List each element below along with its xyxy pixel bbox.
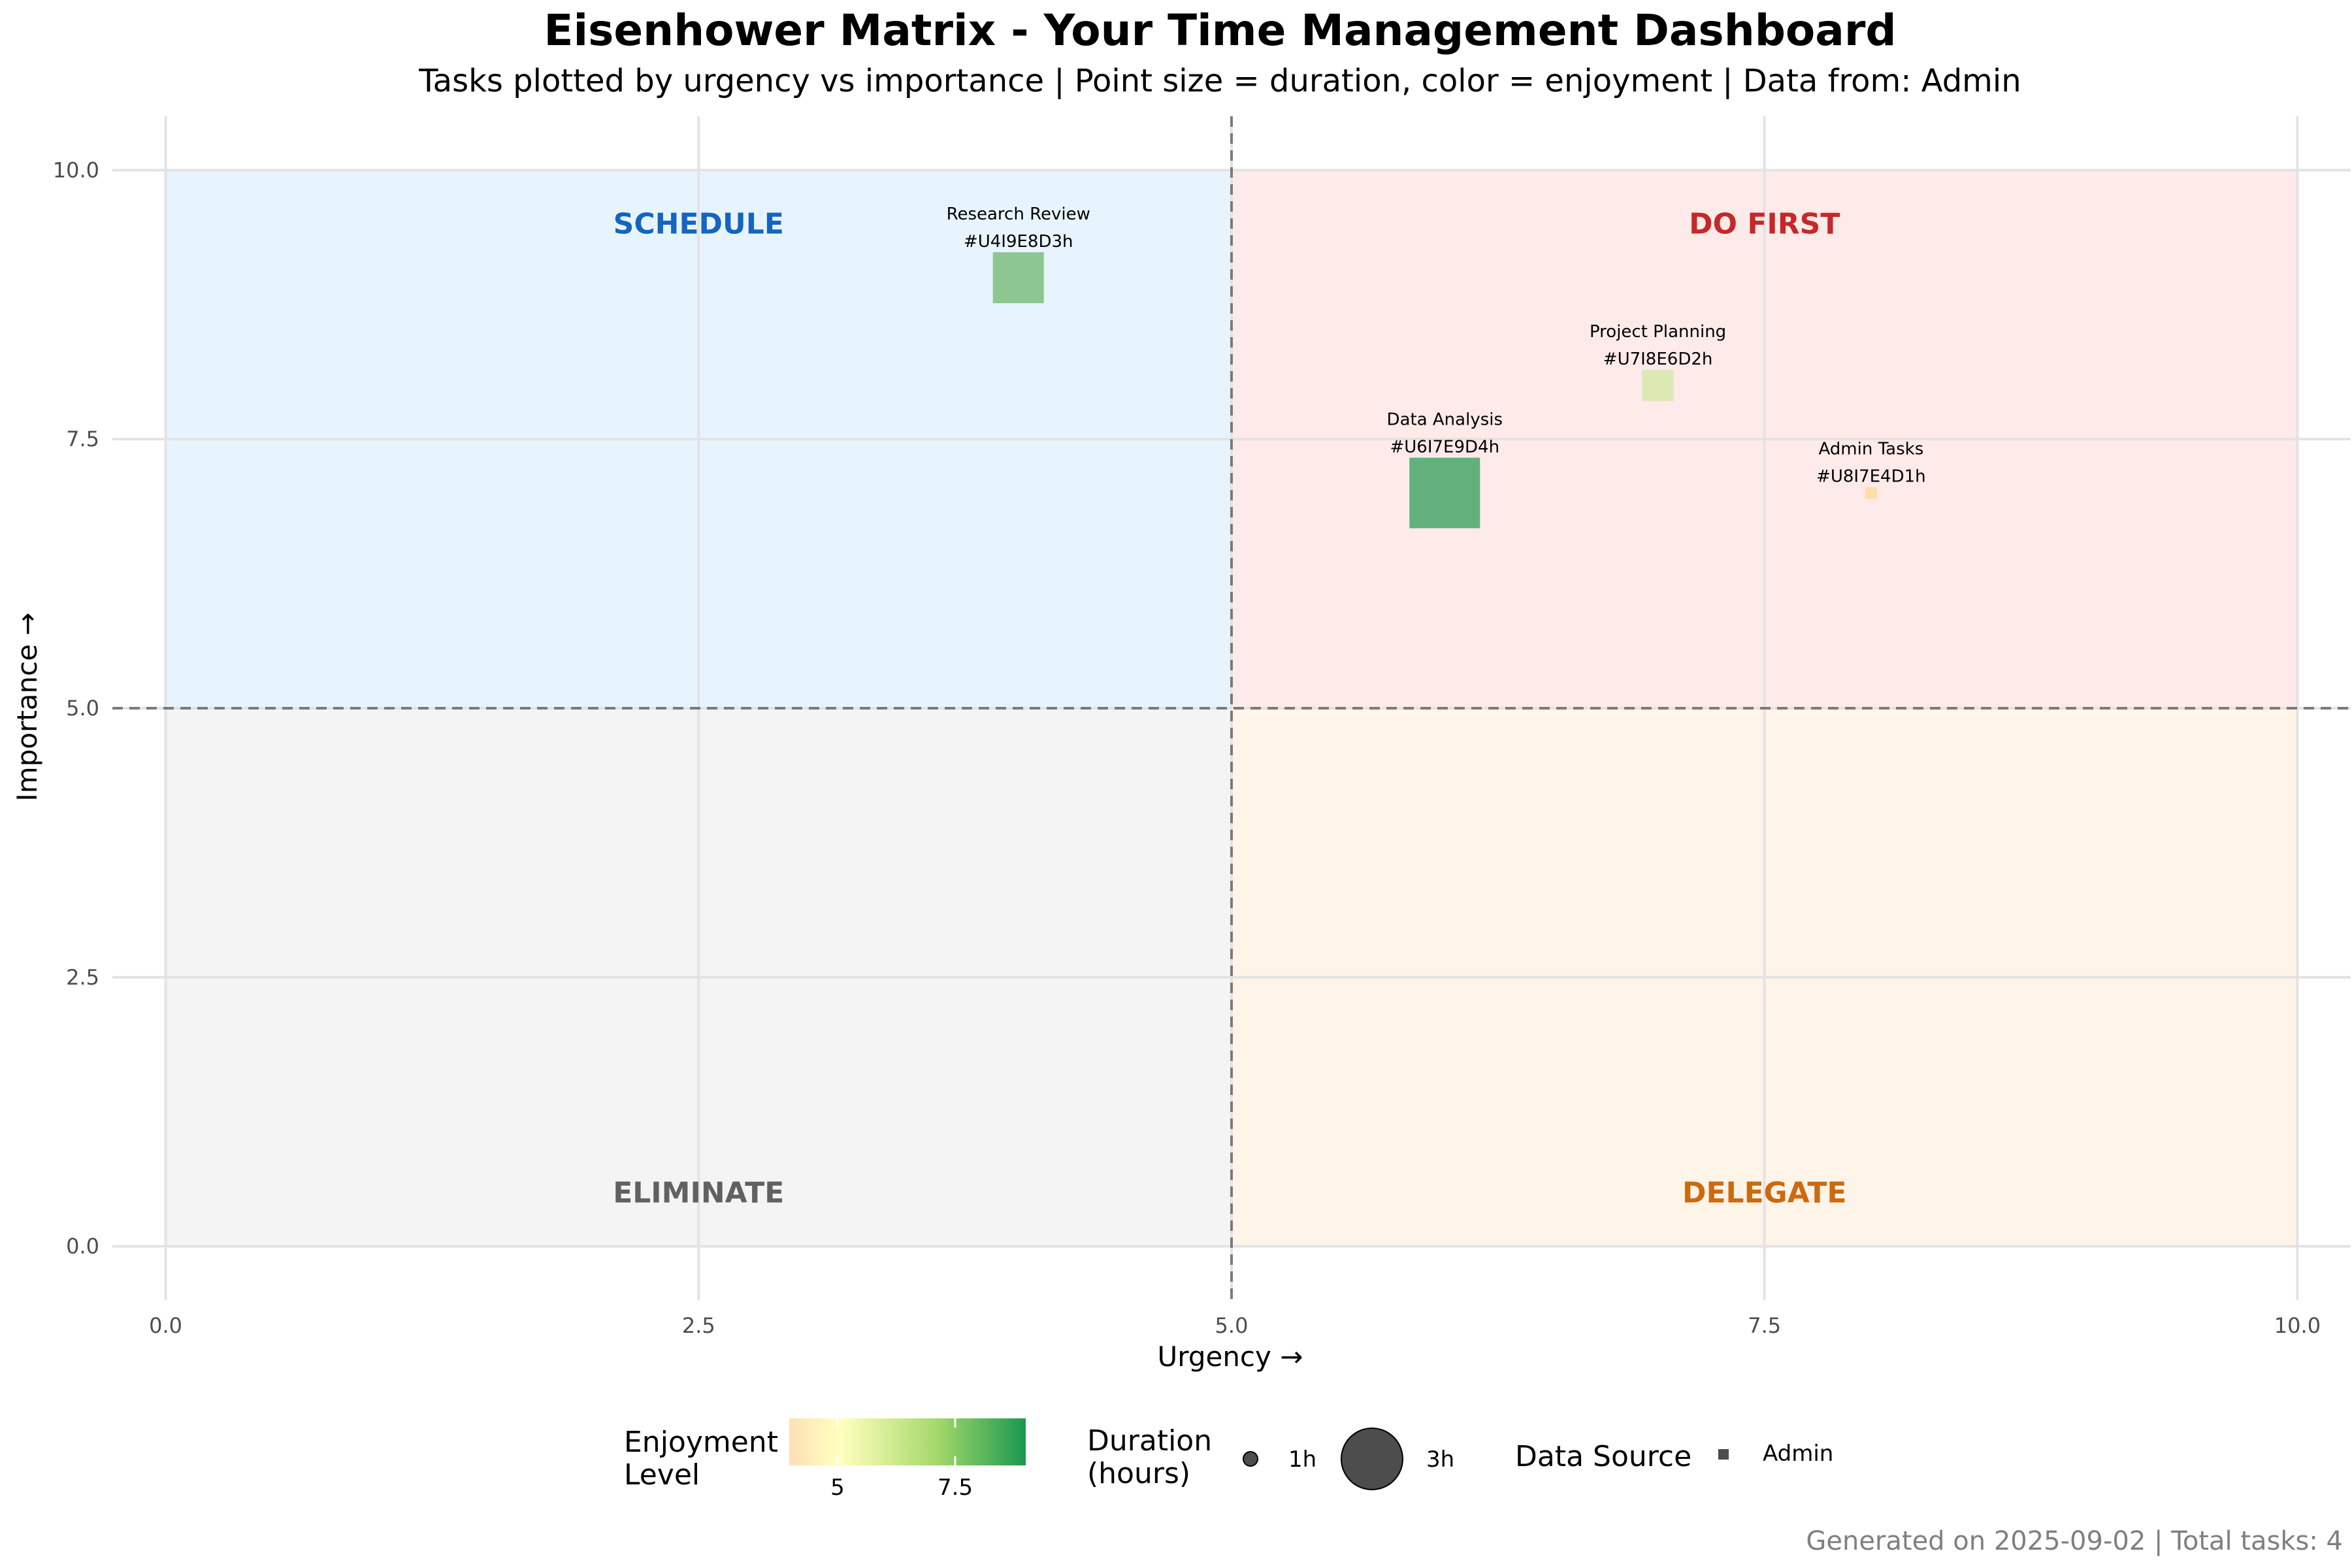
chart-title: Eisenhower Matrix - Your Time Management… xyxy=(544,5,1897,56)
task-point xyxy=(1642,369,1674,401)
legend: Enjoyment Level 5 7.5 Duration (hours) 1… xyxy=(0,1405,2352,1503)
scatter-plot: SCHEDULE DO FIRST ELIMINATE DELEGATE Resear… xyxy=(11,116,2351,1373)
task-label-research-review: Research Review xyxy=(947,204,1090,224)
tick-layer: 0.0 2.5 5.0 7.5 10.0 0.0 2.5 5.0 7.5 10.0 xyxy=(53,157,2321,1338)
task-point xyxy=(992,252,1044,304)
enjoyment-legend-title-line2: Level xyxy=(624,1458,700,1492)
y-tick-label: 2.5 xyxy=(66,965,99,990)
source-legend-title: Data Source xyxy=(1515,1440,1692,1473)
task-id-admin-tasks: #U8I7E4D1h xyxy=(1816,467,1926,487)
point-layer: Research Review #U4I9E8D3h Project Plannin… xyxy=(947,204,1926,529)
colorbar-tick-label: 5 xyxy=(830,1475,845,1501)
y-tick-label: 10.0 xyxy=(53,157,99,182)
task-label-admin-tasks: Admin Tasks xyxy=(1818,440,1923,459)
task-point xyxy=(1865,487,1877,499)
task-label-data-analysis: Data Analysis xyxy=(1387,410,1503,430)
enjoyment-legend-title-line1: Enjoyment xyxy=(624,1426,778,1459)
duration-key-label: 1h xyxy=(1288,1446,1316,1473)
duration-legend-keys: 1h 3h xyxy=(1243,1428,1454,1490)
x-tick-label: 0.0 xyxy=(149,1313,182,1338)
x-tick-label: 10.0 xyxy=(2274,1313,2321,1338)
duration-key-small xyxy=(1243,1451,1258,1467)
duration-key-label: 3h xyxy=(1426,1446,1454,1473)
x-tick-label: 7.5 xyxy=(1748,1313,1781,1338)
chart-caption: Generated on 2025-09-02 | Total tasks: 4 xyxy=(1806,1526,2343,1556)
source-key-square-icon xyxy=(1718,1449,1729,1460)
x-tick-label: 5.0 xyxy=(1215,1313,1249,1338)
colorbar-tick-label: 7.5 xyxy=(938,1475,973,1501)
enjoyment-colorbar: 5 7.5 xyxy=(789,1418,1026,1501)
x-tick-label: 2.5 xyxy=(682,1313,715,1338)
task-point xyxy=(1409,457,1480,529)
threshold-layer xyxy=(112,116,2351,1300)
quadrant-label-schedule: SCHEDULE xyxy=(613,208,784,241)
task-id-project-planning: #U7I8E6D2h xyxy=(1603,350,1713,369)
y-tick-label: 0.0 xyxy=(66,1234,99,1259)
x-axis-title: Urgency → xyxy=(1158,1341,1303,1373)
task-id-research-review: #U4I9E8D3h xyxy=(964,232,1073,252)
enjoyment-legend-title: Enjoyment Level xyxy=(624,1426,778,1492)
duration-legend-title: Duration (hours) xyxy=(1087,1425,1212,1490)
quadrant-label-do-first: DO FIRST xyxy=(1689,208,1840,241)
y-axis-title: Importance → xyxy=(11,612,43,801)
quadrant-label-eliminate: ELIMINATE xyxy=(613,1176,784,1209)
quadrant-label-layer: SCHEDULE DO FIRST ELIMINATE DELEGATE xyxy=(613,208,1846,1210)
enjoyment-colorbar-gradient xyxy=(789,1418,1026,1465)
y-tick-label: 5.0 xyxy=(66,696,99,721)
task-label-project-planning: Project Planning xyxy=(1590,322,1726,342)
y-tick-label: 7.5 xyxy=(66,427,99,451)
chart-subtitle: Tasks plotted by urgency vs importance |… xyxy=(419,63,2021,99)
source-key-label: Admin xyxy=(1763,1441,1834,1467)
duration-key-large xyxy=(1341,1428,1403,1490)
duration-legend-title-line2: (hours) xyxy=(1087,1457,1191,1490)
task-id-data-analysis: #U6I7E9D4h xyxy=(1390,438,1499,457)
duration-legend-title-line1: Duration xyxy=(1087,1424,1213,1458)
quadrant-label-delegate: DELEGATE xyxy=(1682,1176,1847,1209)
